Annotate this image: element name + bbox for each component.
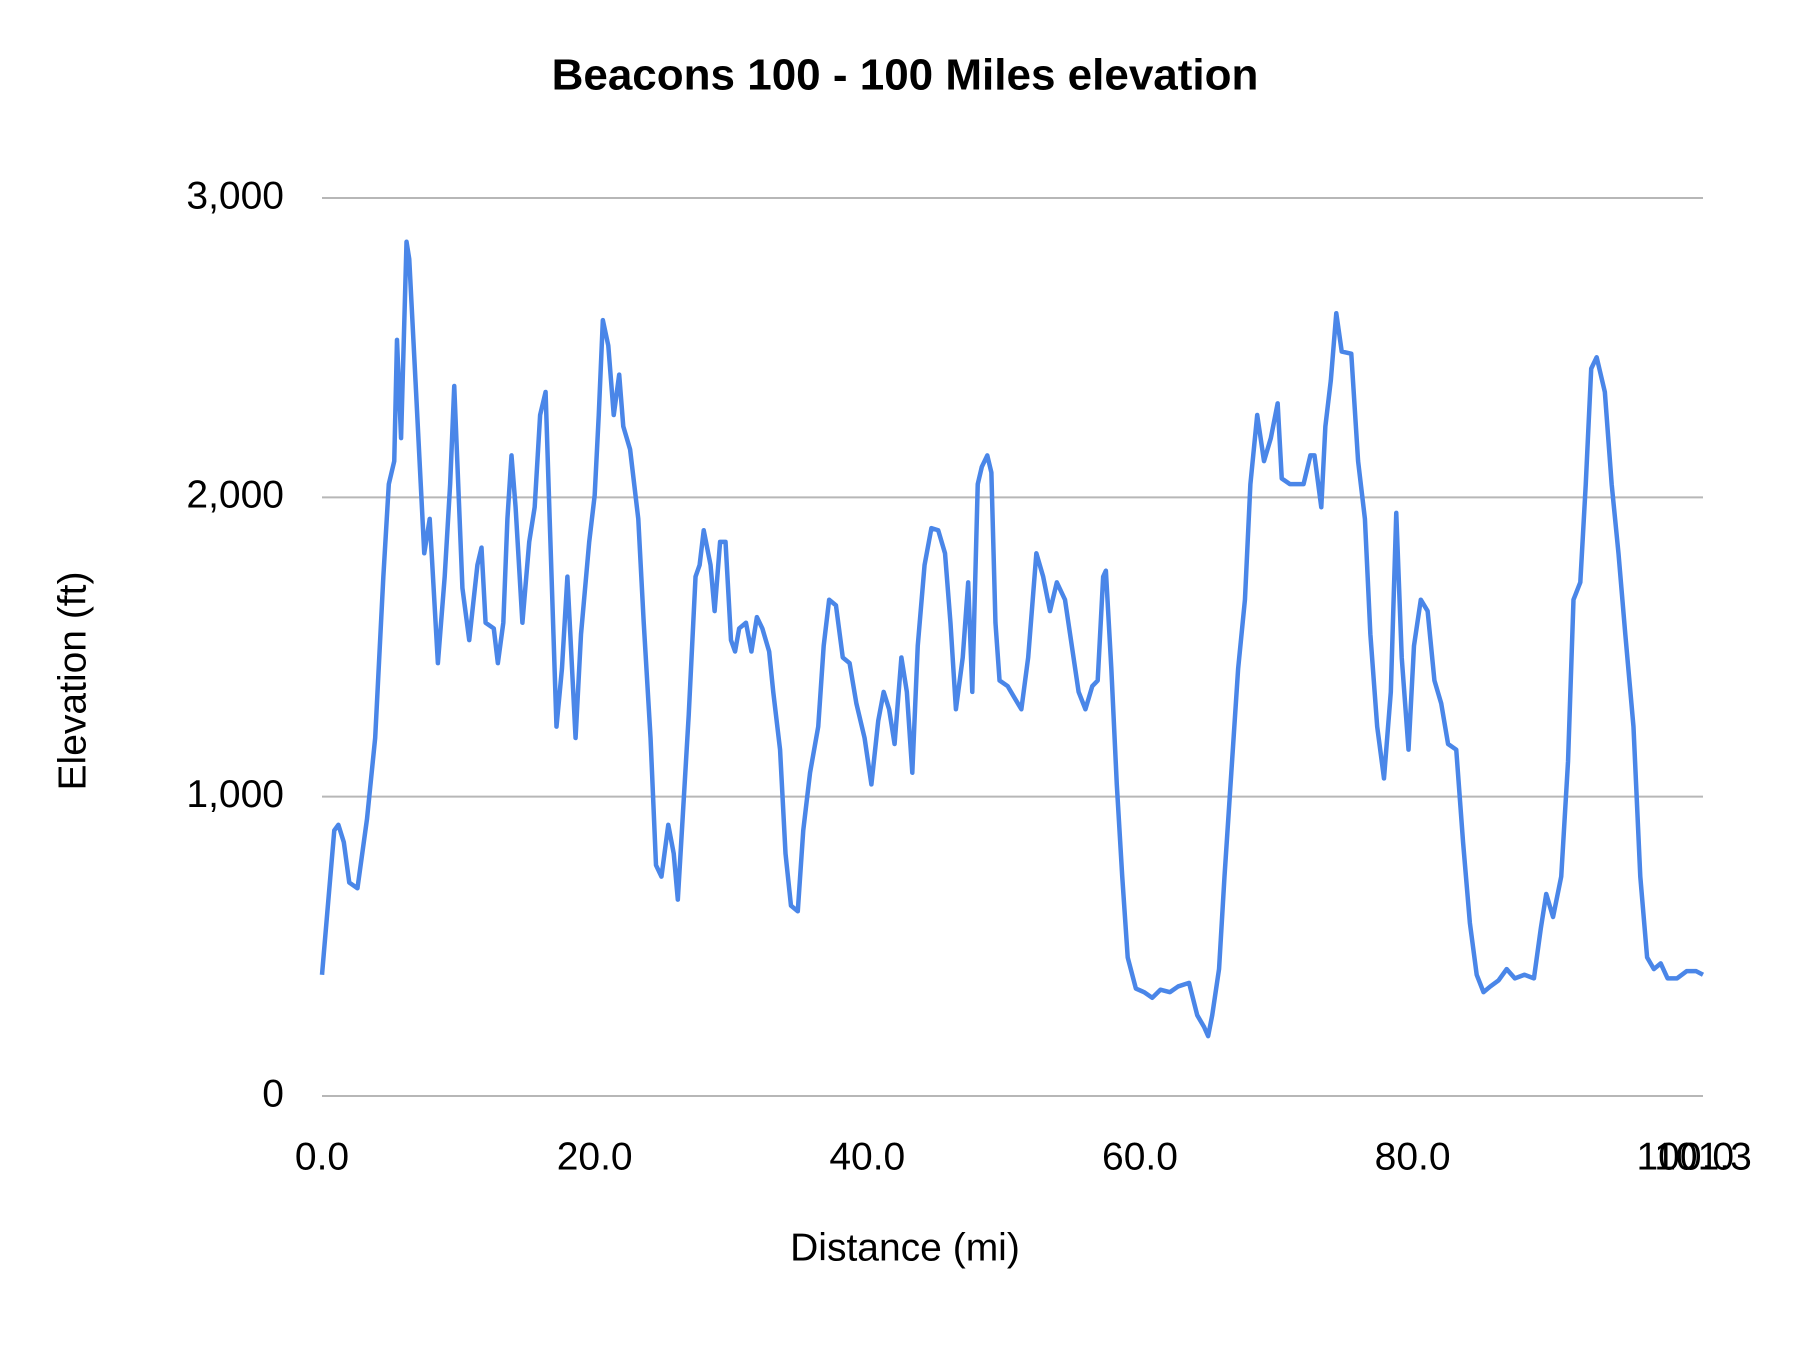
elevation-line [319, 239, 1705, 1039]
x-tick-label: 100.0 [1636, 1135, 1734, 1178]
x-tick-label: 101.3 [1654, 1135, 1752, 1178]
x-tick-label: 80.0 [1375, 1135, 1451, 1178]
plot-area [319, 239, 1705, 1039]
x-axis-title: Distance (mi) [790, 1226, 1020, 1269]
y-tick-label: 0 [262, 1072, 284, 1115]
y-tick-label: 1,000 [186, 773, 284, 816]
x-tick-label: 0.0 [295, 1135, 349, 1178]
y-tick-label: 2,000 [186, 474, 284, 517]
x-tick-label: 40.0 [829, 1135, 905, 1178]
y-axis-title: Elevation (ft) [51, 572, 94, 791]
y-tick-label: 3,000 [186, 174, 284, 217]
grid [322, 197, 1703, 1097]
chart-title: Beacons 100 - 100 Miles elevation [552, 51, 1259, 100]
x-tick-label: 60.0 [1102, 1135, 1178, 1178]
x-tick-label: 20.0 [557, 1135, 633, 1178]
